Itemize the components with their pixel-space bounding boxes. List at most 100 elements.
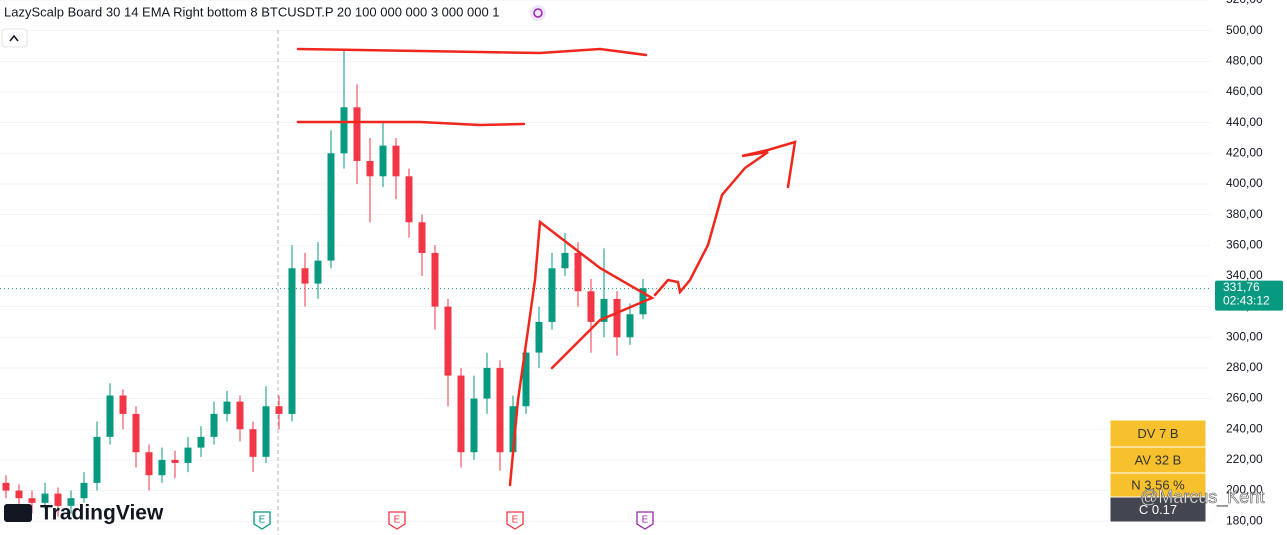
credit: @Marcus_Kent bbox=[1140, 487, 1264, 508]
y-tick-label: 520,00 bbox=[1226, 0, 1263, 6]
indicator-header: LazyScalp Board 30 14 EMA Right bottom 8… bbox=[4, 4, 500, 19]
axis-bg bbox=[1210, 0, 1287, 535]
candle-body bbox=[496, 367, 504, 453]
candle-body bbox=[158, 459, 166, 476]
y-tick-label: 440,00 bbox=[1226, 115, 1263, 129]
candle-body bbox=[613, 298, 621, 338]
y-tick-label: 360,00 bbox=[1226, 237, 1263, 251]
candle-body bbox=[119, 395, 127, 414]
settings-icon[interactable] bbox=[530, 5, 546, 21]
candle-body bbox=[314, 260, 322, 284]
candle-body bbox=[548, 268, 556, 322]
candle-body bbox=[28, 498, 36, 503]
candle-body bbox=[54, 493, 62, 506]
candle-body bbox=[340, 107, 348, 154]
candle-body bbox=[145, 452, 153, 476]
candle-body bbox=[184, 447, 192, 463]
triangle bbox=[508, 219, 655, 487]
event-label: E bbox=[512, 515, 519, 526]
y-tick-label: 180,00 bbox=[1226, 513, 1263, 527]
tv-logo bbox=[4, 504, 32, 522]
table-cell bbox=[1109, 419, 1207, 448]
table-cell bbox=[1109, 446, 1207, 474]
candles bbox=[2, 49, 647, 517]
candle-body bbox=[223, 401, 231, 414]
candle-body bbox=[483, 367, 491, 399]
candle-body bbox=[197, 436, 205, 448]
candle-body bbox=[106, 395, 114, 437]
y-tick-label: 500,00 bbox=[1226, 23, 1263, 37]
y-tick-label: 340,00 bbox=[1226, 268, 1263, 282]
candle-body bbox=[67, 498, 75, 506]
candle-body bbox=[587, 291, 595, 322]
drawings bbox=[296, 47, 797, 487]
candle-body bbox=[2, 482, 10, 491]
y-tick-label: 380,00 bbox=[1226, 207, 1263, 221]
y-tick-label: 280,00 bbox=[1226, 360, 1263, 374]
y-tick-label: 420,00 bbox=[1226, 145, 1263, 159]
candle-body bbox=[132, 413, 140, 453]
table-cell bbox=[1109, 496, 1207, 523]
candle-body bbox=[574, 252, 582, 292]
candle-body bbox=[41, 493, 49, 503]
candle-body bbox=[93, 436, 101, 483]
table-text: N 3.56 % bbox=[1131, 477, 1185, 492]
y-tick-label: 460,00 bbox=[1226, 84, 1263, 98]
table-text: AV 32 B bbox=[1135, 452, 1182, 467]
candle-body bbox=[405, 176, 413, 223]
candle-body bbox=[275, 406, 283, 414]
event-marker bbox=[388, 511, 406, 530]
event-marker bbox=[636, 511, 654, 530]
candle-body bbox=[418, 222, 426, 253]
candle-body bbox=[392, 145, 400, 177]
countdown: 02:43:12 bbox=[1223, 294, 1270, 308]
y-tick-label: 400,00 bbox=[1226, 176, 1263, 190]
candle-body bbox=[210, 413, 218, 437]
candle-body bbox=[509, 406, 517, 453]
candle-body bbox=[470, 398, 478, 453]
candle-body bbox=[600, 298, 608, 322]
candle-body bbox=[171, 459, 179, 463]
event-marker bbox=[506, 511, 524, 530]
candle-body bbox=[522, 352, 530, 407]
candle-body bbox=[535, 321, 543, 353]
event-marker bbox=[253, 511, 271, 530]
candle-body bbox=[353, 107, 361, 161]
candle-body bbox=[249, 429, 257, 457]
candle-body bbox=[80, 482, 88, 499]
price-axis: 180,00 200,00 220,00 240,00 260,00 280,00 300,… bbox=[1210, 0, 1287, 535]
last-price-box bbox=[1215, 280, 1283, 311]
candle-body bbox=[626, 314, 634, 338]
y-tick-label: 480,00 bbox=[1226, 53, 1263, 67]
y-tick-label: 240,00 bbox=[1226, 421, 1263, 435]
collapse-icon bbox=[9, 34, 19, 42]
candle-body bbox=[327, 153, 335, 261]
candle-body bbox=[444, 306, 452, 376]
candle-body bbox=[457, 375, 465, 453]
table-text: DV 7 B bbox=[1137, 426, 1178, 441]
candle-body bbox=[301, 268, 309, 284]
event-label: E bbox=[394, 515, 401, 526]
candle-body bbox=[236, 401, 244, 430]
resistance-line bbox=[296, 47, 648, 57]
y-tick-label: 300,00 bbox=[1226, 329, 1263, 343]
arrow bbox=[653, 140, 797, 297]
candle-body bbox=[288, 268, 296, 414]
info-table: DV 7 B AV 32 B N 3.56 % C 0.17 bbox=[1109, 419, 1207, 523]
last-price-label: 331,76 bbox=[1223, 280, 1260, 294]
candle-body bbox=[561, 252, 569, 269]
candle-body bbox=[15, 490, 23, 499]
candle-body bbox=[262, 406, 270, 457]
watermark: TradingView bbox=[40, 502, 164, 525]
candle-body bbox=[431, 252, 439, 307]
y-tick-label: 220,00 bbox=[1226, 452, 1263, 466]
collapse-button[interactable] bbox=[1, 28, 28, 48]
support-line bbox=[296, 120, 526, 127]
table-text: C 0.17 bbox=[1139, 502, 1177, 517]
candle-body bbox=[379, 145, 387, 177]
event-label: E bbox=[259, 515, 266, 526]
candle-body bbox=[366, 160, 374, 177]
